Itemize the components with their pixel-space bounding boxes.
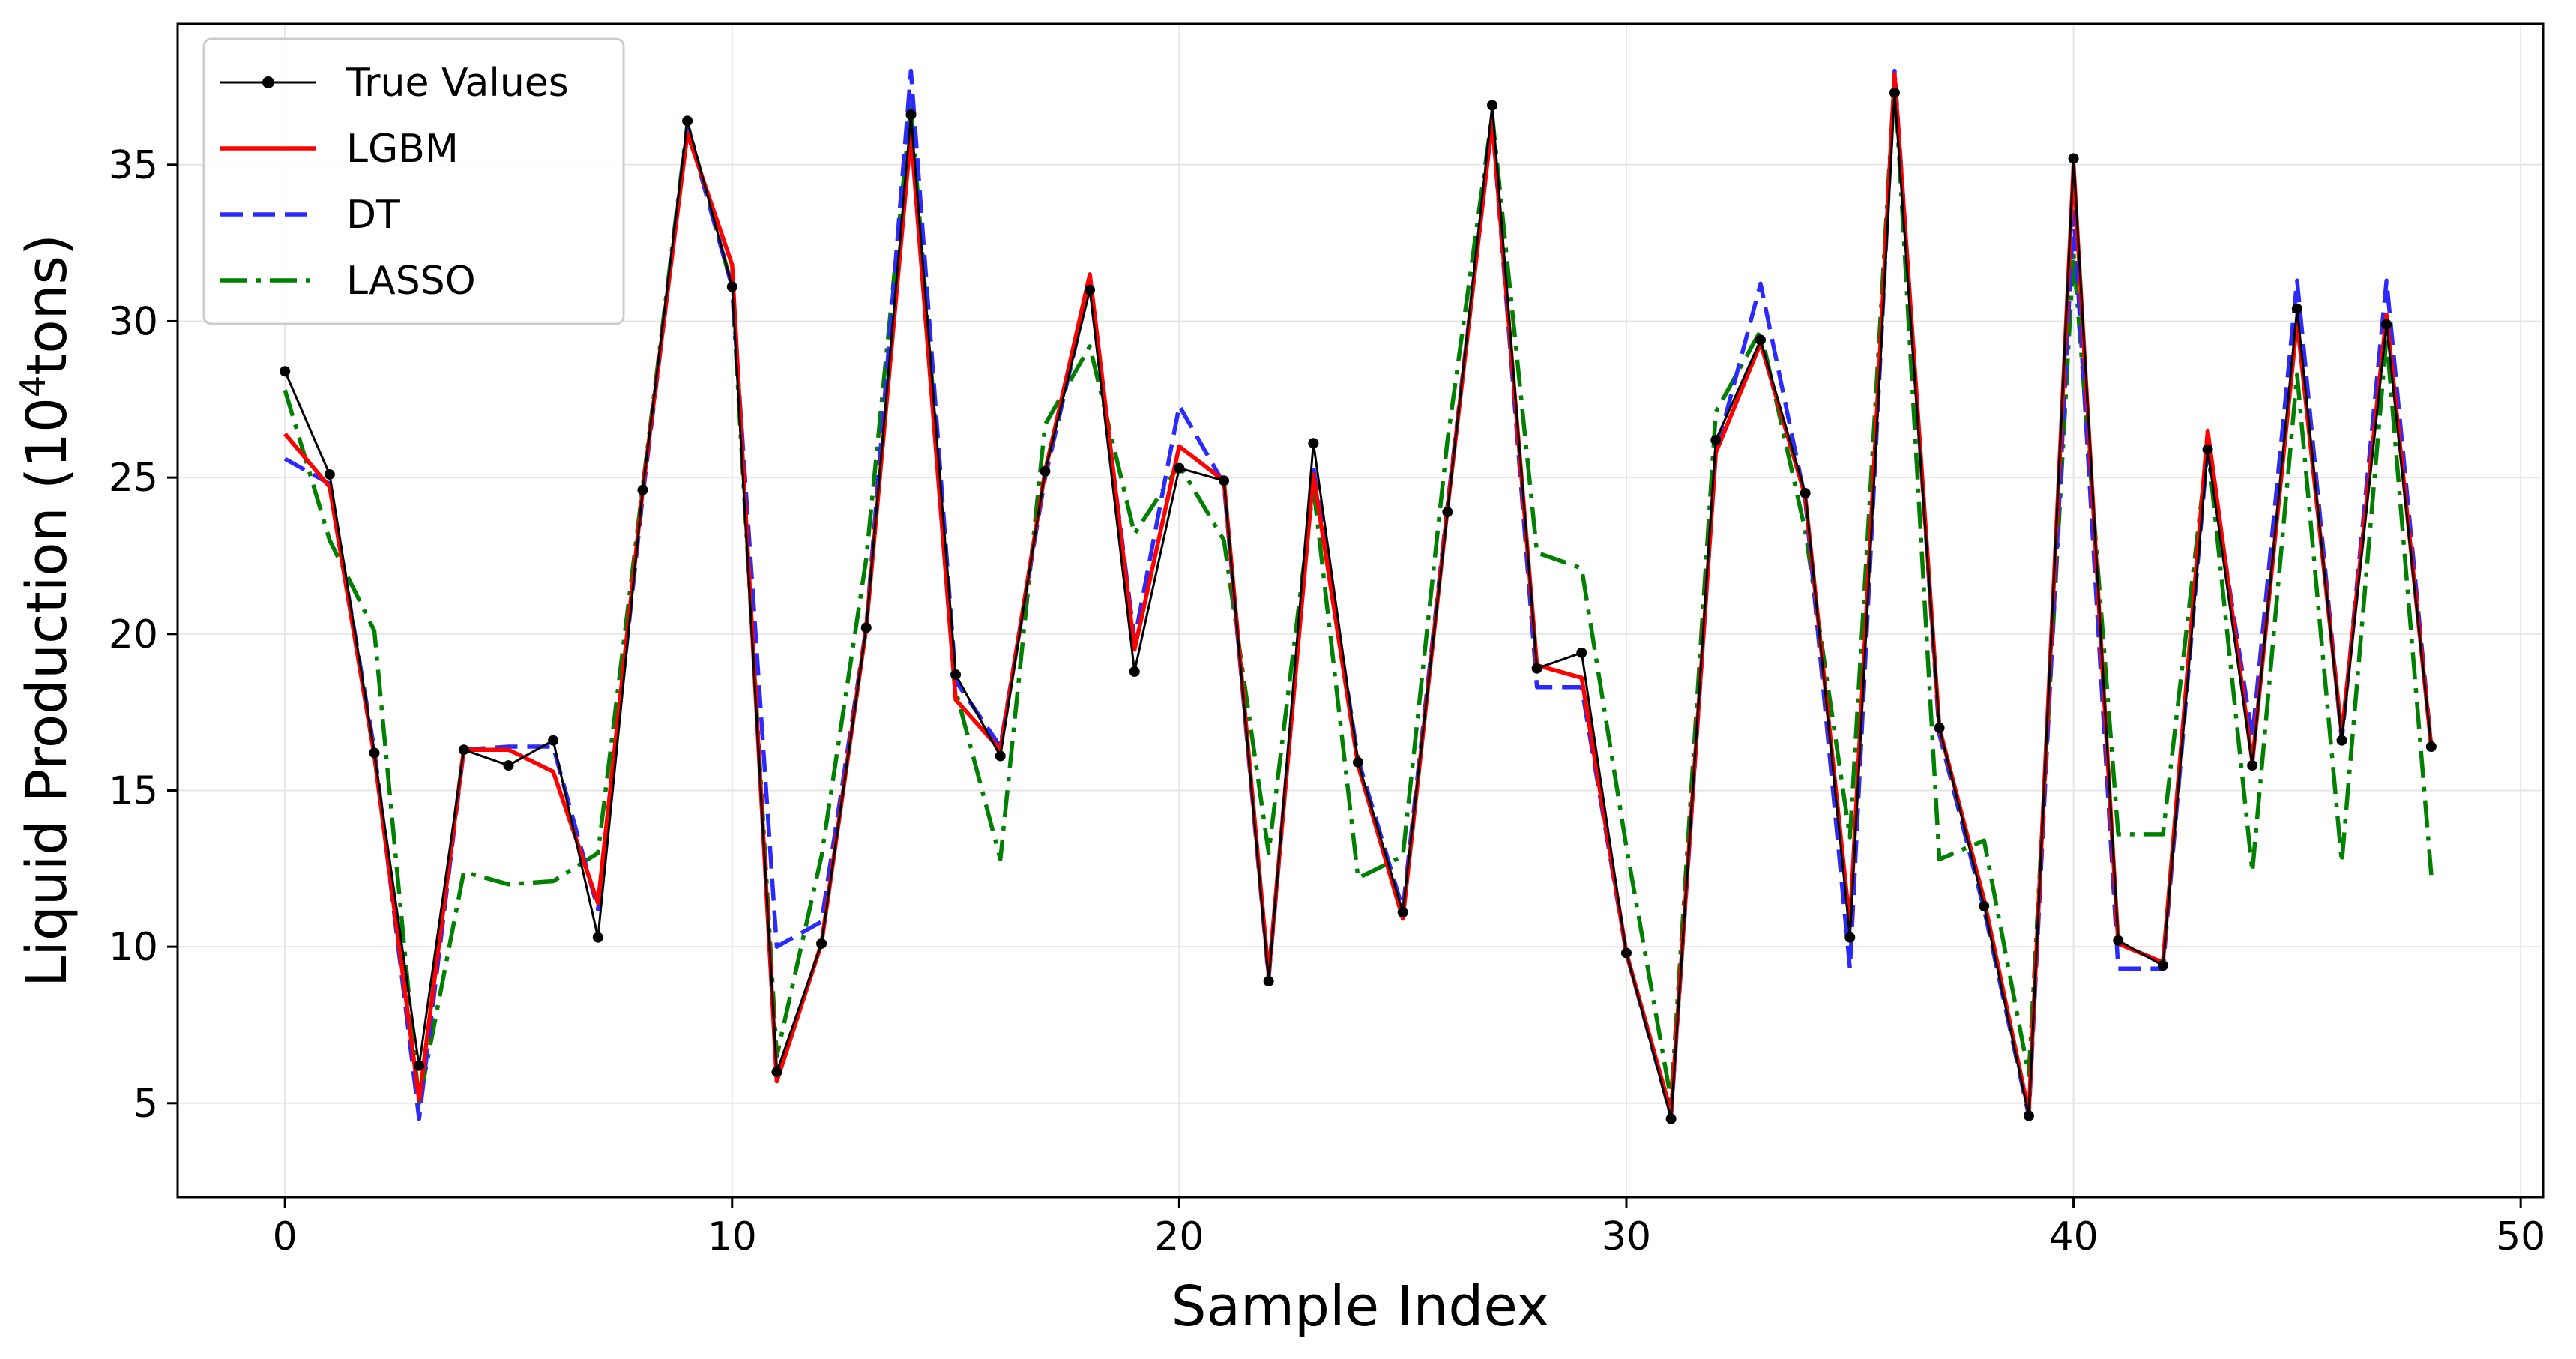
legend-label: LGBM [346, 127, 459, 172]
x-tick-label: 20 [1154, 1214, 1204, 1259]
true-value-point [2291, 303, 2302, 314]
true-value-point [2113, 935, 2124, 946]
plot-frame [176, 22, 2545, 1199]
true-value-point [1979, 900, 1990, 911]
true-value-point [1620, 947, 1632, 959]
true-value-point [1442, 507, 1453, 518]
true-value-point [2425, 741, 2437, 753]
true-value-point [1844, 932, 1856, 943]
true-value-point [771, 1067, 782, 1078]
true-value-point [1486, 100, 1497, 111]
true-value-point [280, 366, 291, 377]
legend-label: True Values [346, 61, 569, 106]
series-lines [280, 68, 2437, 1124]
true-value-point [592, 932, 603, 943]
x-tick-label: 30 [1602, 1214, 1651, 1259]
y-tick-label: 35 [109, 143, 158, 188]
y-tick-label: 5 [133, 1082, 158, 1127]
true-value-point [548, 735, 559, 746]
true-value-point [1308, 438, 1319, 449]
true-value-point [1800, 488, 1811, 498]
true-value-point [905, 109, 917, 121]
y-tick-label: 10 [109, 925, 158, 970]
true-value-point [1665, 1113, 1677, 1124]
true-value-point [1755, 334, 1766, 346]
true-value-point [995, 750, 1006, 762]
true-value-point [1219, 475, 1230, 486]
y-tick-label: 30 [109, 299, 158, 344]
true-value-point [414, 1060, 425, 1071]
legend: True Values LGBM DT LASSO [202, 37, 625, 325]
true-value-point [2157, 960, 2168, 971]
true-value-point [2202, 444, 2213, 455]
true-value-point [637, 484, 648, 495]
legend-label: DT [346, 193, 400, 238]
true-value-point [1889, 87, 1900, 98]
true-value-point [2023, 1110, 2034, 1121]
y-tick-label: 20 [109, 612, 158, 657]
x-axis-title: Sample Index [1171, 1274, 1550, 1339]
true-value-point [726, 281, 737, 292]
true-value-point [1263, 976, 1274, 987]
true-value-point [1531, 663, 1542, 674]
true-value-point [1576, 647, 1587, 658]
true-value-point [1040, 465, 1051, 477]
y-tick-label: 15 [109, 768, 158, 813]
x-tick-label: 0 [273, 1214, 298, 1259]
x-tick-label: 40 [2048, 1214, 2098, 1259]
true-value-point [324, 468, 335, 480]
true-value-point [1353, 756, 1364, 768]
true-value-point [2336, 735, 2347, 746]
true-value-point [1710, 435, 1722, 446]
y-axis-title-tail: tons) [15, 234, 79, 376]
x-tick-label: 50 [2496, 1214, 2545, 1259]
true-value-point [2068, 153, 2079, 164]
true-value-point [816, 938, 827, 949]
true-value-point [369, 747, 380, 759]
true-value-point [2247, 760, 2258, 771]
true-value-point [1934, 723, 1945, 733]
axis-ticks: 0 10 20 30 40 50 5 10 15 20 25 30 35 [109, 143, 2545, 1259]
y-tick-label: 25 [109, 456, 158, 501]
true-value-point [1397, 907, 1408, 918]
true-value-point [950, 669, 962, 681]
true-value-point [458, 744, 469, 756]
true-value-point [682, 115, 693, 127]
true-value-point [503, 760, 514, 771]
true-value-point [1129, 666, 1140, 677]
legend-marker [262, 76, 274, 88]
true-value-point [1085, 284, 1096, 295]
true-value-point [860, 622, 872, 633]
true-value-point [1174, 462, 1185, 474]
legend-label: LASSO [346, 259, 476, 304]
x-tick-label: 10 [708, 1214, 757, 1259]
true-value-point [2381, 319, 2392, 330]
legend-box [202, 37, 625, 325]
y-axis-title: Liquid Production (104tons) [13, 234, 79, 987]
y-axis-title-main: Liquid Production (10 [15, 397, 79, 987]
y-axis-title-superscript: 4 [13, 376, 53, 397]
